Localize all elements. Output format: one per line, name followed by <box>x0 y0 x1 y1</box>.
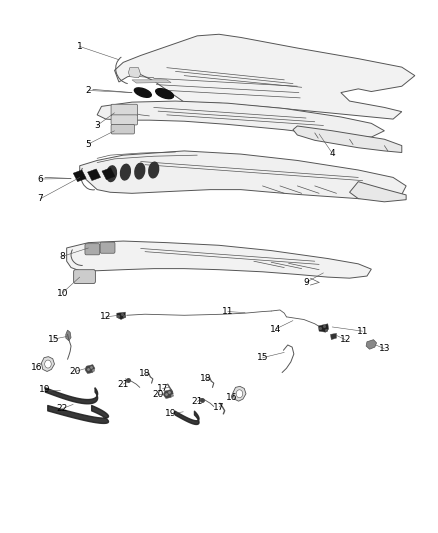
Ellipse shape <box>149 162 159 178</box>
FancyBboxPatch shape <box>111 104 138 116</box>
Polygon shape <box>115 34 415 119</box>
Ellipse shape <box>106 166 117 182</box>
Text: 17: 17 <box>213 402 225 411</box>
Text: 19: 19 <box>166 409 177 418</box>
Text: 19: 19 <box>39 385 51 394</box>
Polygon shape <box>163 390 173 399</box>
Text: 7: 7 <box>38 194 43 203</box>
Text: 21: 21 <box>117 379 129 389</box>
Polygon shape <box>293 126 402 152</box>
Text: 14: 14 <box>270 325 281 334</box>
Text: 11: 11 <box>222 307 233 316</box>
Text: 16: 16 <box>226 393 238 402</box>
Text: 12: 12 <box>100 312 112 321</box>
Text: 12: 12 <box>339 335 351 344</box>
Polygon shape <box>330 333 336 340</box>
FancyBboxPatch shape <box>111 124 134 134</box>
Polygon shape <box>85 365 95 374</box>
Ellipse shape <box>236 390 243 398</box>
Polygon shape <box>97 101 385 137</box>
Polygon shape <box>128 68 141 78</box>
Polygon shape <box>42 357 54 372</box>
Text: 1: 1 <box>77 42 83 51</box>
Text: 13: 13 <box>378 344 390 353</box>
Text: 16: 16 <box>31 363 42 372</box>
Ellipse shape <box>156 88 173 99</box>
Text: 8: 8 <box>60 252 65 261</box>
Text: 17: 17 <box>157 384 168 393</box>
Text: 4: 4 <box>329 149 335 158</box>
Polygon shape <box>67 241 371 278</box>
Ellipse shape <box>134 88 151 98</box>
Text: 10: 10 <box>57 288 68 297</box>
Text: 21: 21 <box>191 397 203 406</box>
Ellipse shape <box>120 164 131 180</box>
Text: 11: 11 <box>357 327 368 336</box>
FancyBboxPatch shape <box>100 242 115 253</box>
FancyBboxPatch shape <box>111 115 138 125</box>
Text: 3: 3 <box>94 121 100 130</box>
Polygon shape <box>318 324 328 332</box>
Text: 20: 20 <box>152 390 164 399</box>
Polygon shape <box>233 386 246 401</box>
Polygon shape <box>366 340 377 349</box>
Polygon shape <box>102 168 115 180</box>
Polygon shape <box>88 169 101 181</box>
Text: 18: 18 <box>200 374 212 383</box>
Text: 15: 15 <box>257 353 268 362</box>
Polygon shape <box>350 182 406 202</box>
Ellipse shape <box>135 163 145 179</box>
Text: 20: 20 <box>70 367 81 376</box>
Polygon shape <box>132 80 171 83</box>
FancyBboxPatch shape <box>85 244 100 255</box>
Text: 18: 18 <box>139 369 151 378</box>
Polygon shape <box>66 330 71 341</box>
Polygon shape <box>117 312 125 319</box>
Polygon shape <box>80 151 406 199</box>
Text: 15: 15 <box>48 335 60 344</box>
Text: 5: 5 <box>85 140 91 149</box>
FancyBboxPatch shape <box>74 270 95 284</box>
Text: 9: 9 <box>303 278 309 287</box>
Text: 2: 2 <box>85 86 91 95</box>
Text: 6: 6 <box>38 174 43 183</box>
Ellipse shape <box>45 360 51 368</box>
Text: 22: 22 <box>57 404 68 413</box>
Polygon shape <box>73 170 86 182</box>
